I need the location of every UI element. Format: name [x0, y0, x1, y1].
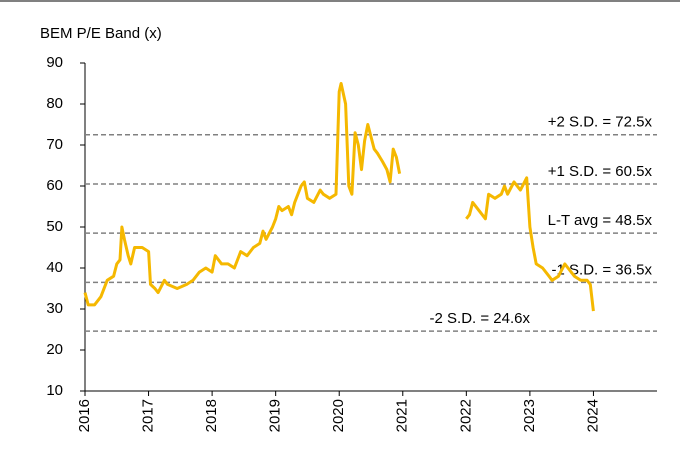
x-tick-label: 2016: [76, 399, 93, 432]
y-tick-label: 40: [46, 259, 63, 276]
y-tick-label: 70: [46, 136, 63, 153]
series-line: [83, 82, 595, 312]
reference-label: +1 S.D. = 60.5x: [548, 163, 653, 180]
y-tick-label: 20: [46, 341, 63, 358]
reference-label: +2 S.D. = 72.5x: [548, 114, 653, 131]
x-tick-label: 2024: [584, 399, 601, 432]
x-tick-label: 2020: [330, 399, 347, 432]
x-tick-label: 2018: [203, 399, 220, 432]
reference-label: -1 S.D. = 36.5x: [552, 261, 653, 278]
reference-label: -2 S.D. = 24.6x: [430, 310, 531, 327]
y-tick-label: 30: [46, 300, 63, 317]
y-tick-label: 10: [46, 382, 63, 399]
x-tick-label: 2022: [457, 399, 474, 432]
x-tick-label: 2017: [140, 399, 157, 432]
reference-label: L-T avg = 48.5x: [548, 212, 653, 229]
x-tick-label: 2019: [267, 399, 284, 432]
y-tick-label: 80: [46, 95, 63, 112]
chart-title: BEM P/E Band (x): [40, 25, 162, 42]
x-tick-label: 2021: [394, 399, 411, 432]
x-tick-label: 2023: [521, 399, 538, 432]
y-tick-label: 50: [46, 218, 63, 235]
y-tick-label: 90: [46, 54, 63, 71]
y-tick-label: 60: [46, 177, 63, 194]
